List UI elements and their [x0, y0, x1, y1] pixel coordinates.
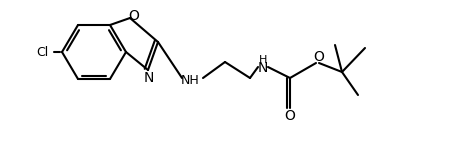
Text: Cl: Cl	[36, 46, 48, 58]
Text: N: N	[144, 71, 154, 85]
Text: O: O	[314, 50, 324, 64]
Text: H: H	[259, 55, 267, 65]
Text: N: N	[258, 61, 268, 75]
Text: O: O	[284, 109, 295, 123]
Text: NH: NH	[180, 73, 199, 86]
Text: O: O	[129, 9, 139, 23]
